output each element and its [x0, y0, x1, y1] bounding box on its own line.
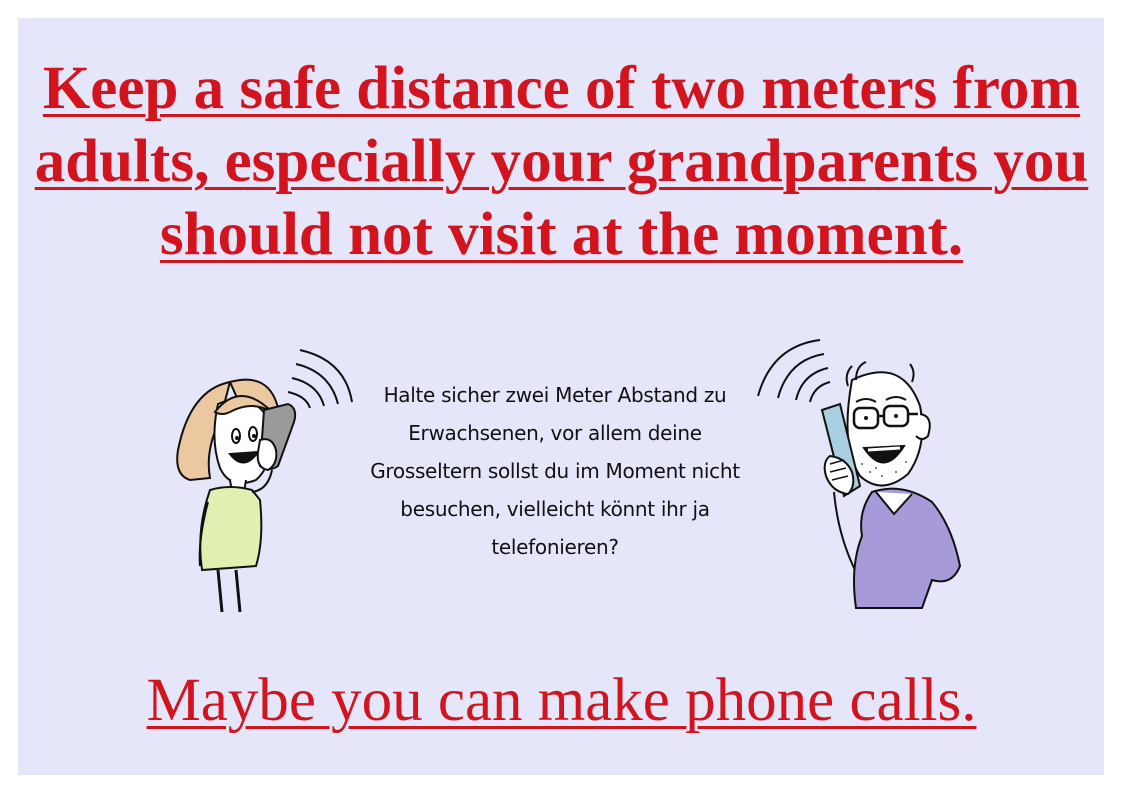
man-on-phone-icon	[757, 339, 962, 609]
footer-text: Maybe you can make phone calls.	[146, 667, 977, 734]
girl-on-phone-icon	[176, 349, 353, 613]
headline: Keep a safe distance of two meters from …	[0, 52, 1123, 271]
headline-text: Keep a safe distance of two meters from …	[34, 55, 1089, 268]
poster-panel	[18, 18, 1104, 775]
german-message: Halte sicher zwei Meter Abstand zu Erwac…	[370, 383, 740, 559]
footer-message: Maybe you can make phone calls.	[0, 664, 1123, 737]
